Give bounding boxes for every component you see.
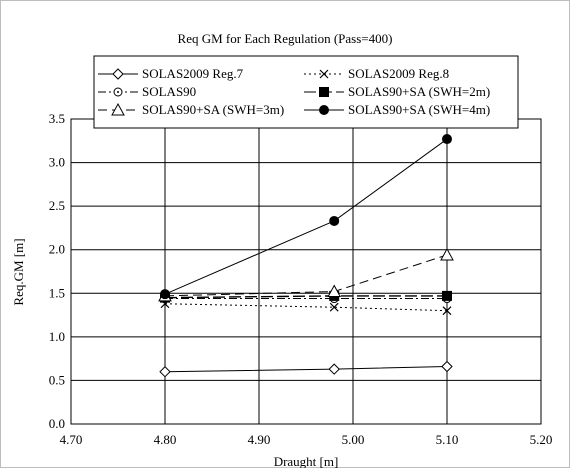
legend-item: SOLAS90+SA (SWH=3m) <box>98 102 284 117</box>
x-tick-label: 5.20 <box>530 432 553 447</box>
legend-label: SOLAS2009 Reg.7 <box>142 66 244 81</box>
y-tick-label: 1.0 <box>49 329 65 344</box>
legend-item: SOLAS90+SA (SWH=2m) <box>304 84 490 99</box>
y-tick-label: 0.5 <box>49 372 65 387</box>
legend-item: SOLAS90 <box>98 84 196 99</box>
data-point <box>442 306 452 316</box>
y-axis-label: Req.GM [m] <box>11 238 26 305</box>
data-point <box>329 215 340 226</box>
data-point <box>329 302 339 312</box>
y-tick-label: 2.0 <box>49 242 65 257</box>
legend-label: SOLAS90 <box>142 84 196 99</box>
data-point <box>442 290 452 301</box>
x-tick-label: 5.00 <box>342 432 365 447</box>
data-point <box>328 363 340 375</box>
y-tick-label: 0.0 <box>49 416 65 431</box>
plot-area-border <box>70 118 542 425</box>
legend-label: SOLAS90+SA (SWH=3m) <box>142 102 284 117</box>
data-point-center <box>117 91 119 93</box>
legend-label: SOLAS90+SA (SWH=4m) <box>348 102 490 117</box>
data-point <box>327 284 342 298</box>
data-point <box>160 289 170 300</box>
data-point <box>441 360 453 373</box>
y-tick-label: 3.0 <box>49 155 65 170</box>
data-point <box>112 68 124 80</box>
x-tick-label: 5.10 <box>436 432 459 447</box>
x-tick-label: 4.90 <box>248 432 271 447</box>
series-line <box>164 295 447 299</box>
tick-labels: 0.0 0.5 1.0 1.5 2.0 2.5 3.0 3.5 4.70 4.80 4.90 5.00… <box>49 111 553 447</box>
data-point <box>159 366 171 378</box>
series-layer <box>158 134 454 378</box>
x-tick-label: 4.80 <box>154 432 177 447</box>
y-tick-label: 3.5 <box>49 111 65 126</box>
data-point <box>319 69 329 79</box>
data-point <box>440 247 454 261</box>
series-line <box>164 303 448 312</box>
chart-title: Req GM for Each Regulation (Pass=400) <box>178 31 393 46</box>
x-axis-label: Draught [m] <box>274 454 339 468</box>
series-line <box>164 365 448 373</box>
series-0 <box>159 360 453 378</box>
y-tick-label: 2.5 <box>49 198 65 213</box>
grid <box>70 118 542 425</box>
data-point <box>319 87 329 97</box>
series-5 <box>160 134 452 300</box>
legend-item: SOLAS2009 Reg.8 <box>304 66 449 81</box>
series-1 <box>160 299 452 316</box>
data-point <box>319 105 329 115</box>
data-point <box>442 134 452 145</box>
legend-label: SOLAS2009 Reg.8 <box>348 66 449 81</box>
legend-label: SOLAS90+SA (SWH=2m) <box>348 84 490 99</box>
x-tick-label: 4.70 <box>60 432 83 447</box>
legend-item: SOLAS2009 Reg.7 <box>98 66 244 81</box>
y-tick-label: 1.5 <box>49 285 65 300</box>
legend: SOLAS2009 Reg.7 SOLAS2009 Reg.8 SOLAS90 SOL… <box>93 55 519 129</box>
data-point <box>111 102 125 116</box>
legend-item: SOLAS90+SA (SWH=4m) <box>304 102 490 117</box>
